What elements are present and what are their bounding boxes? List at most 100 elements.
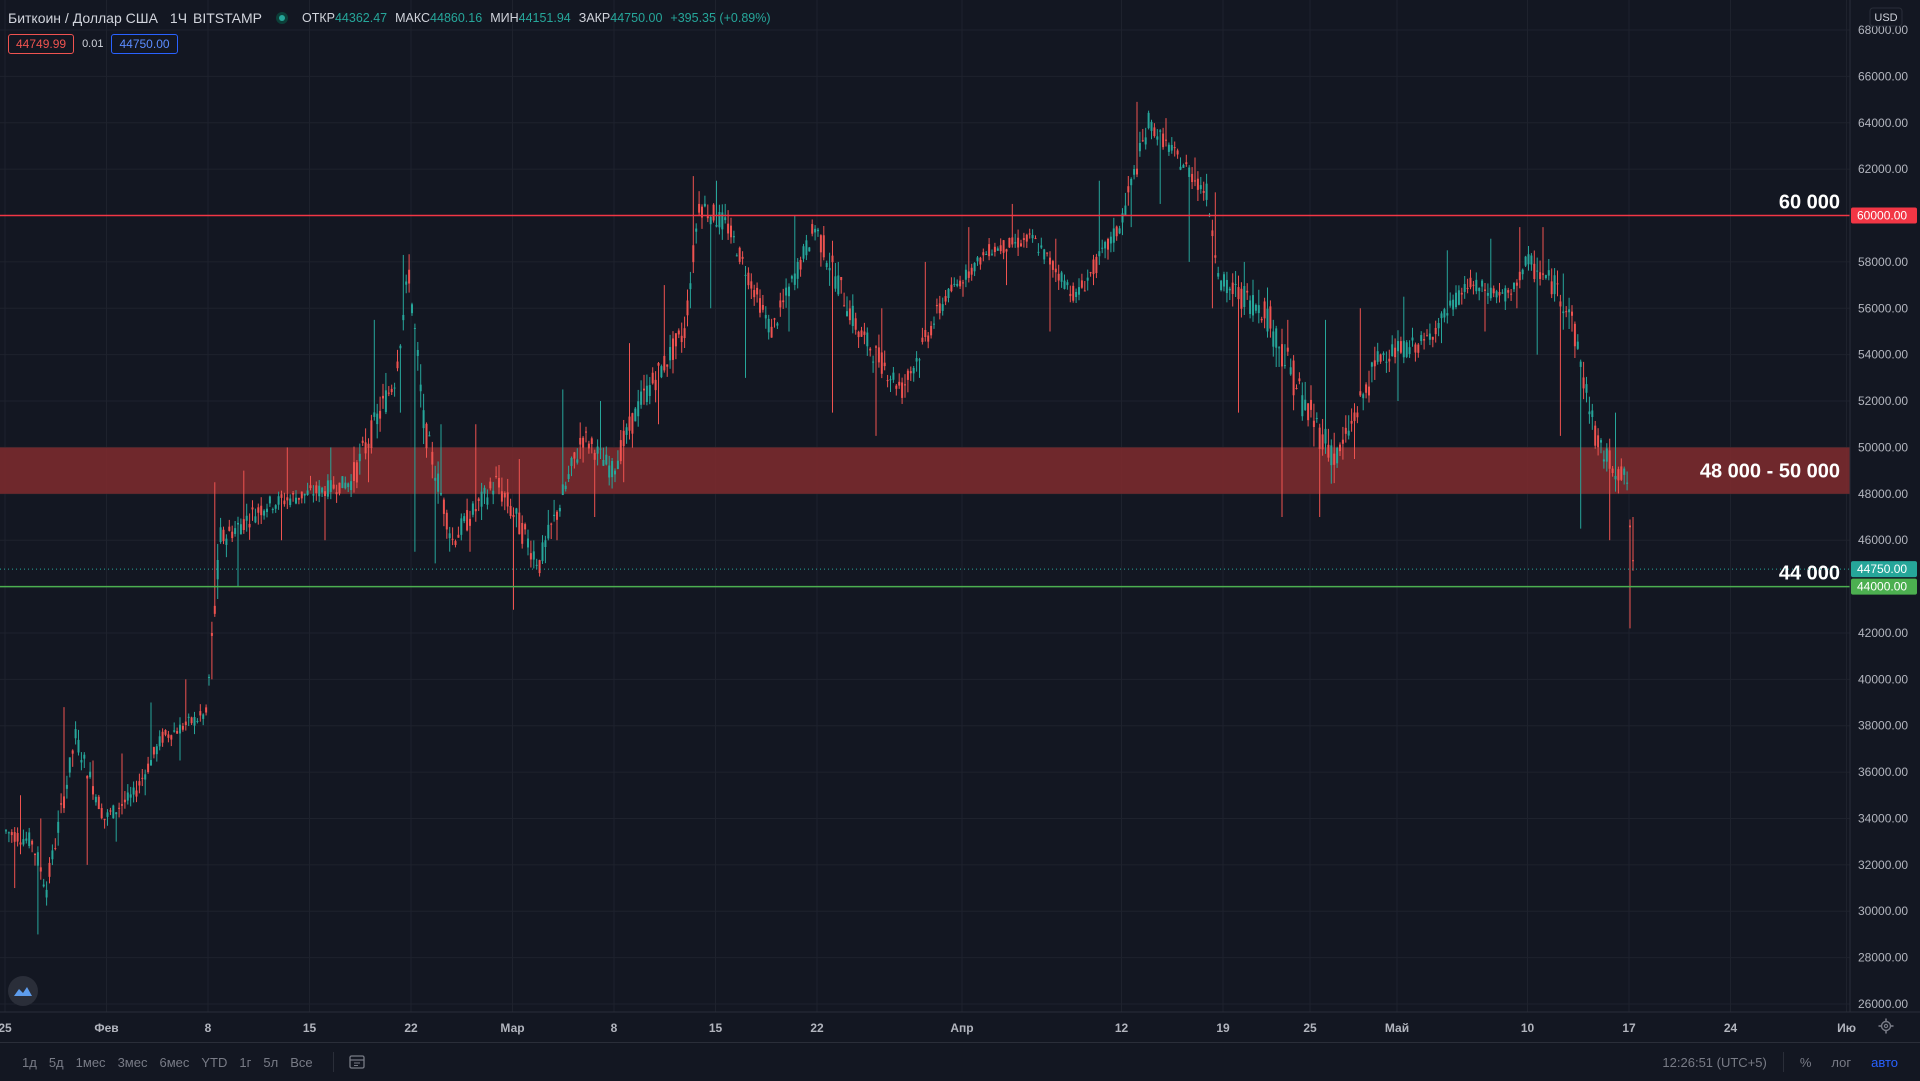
candle-body [1049, 257, 1051, 265]
candle-body [764, 314, 767, 319]
candle-body [1020, 243, 1022, 247]
candle-body [1072, 285, 1075, 301]
candle-body [831, 255, 834, 263]
time-tick-label: 15 [303, 1021, 317, 1035]
candle-body [846, 311, 848, 317]
candle-body [863, 331, 866, 335]
candle-body [1310, 399, 1312, 410]
candle-body [1617, 469, 1620, 481]
candle-body [74, 729, 77, 739]
candle-body [1281, 344, 1283, 367]
last-price-badge: 44750.00 [1851, 561, 1917, 578]
candle-body [730, 225, 732, 238]
range-button[interactable]: 3мес [117, 1054, 148, 1070]
candle-body [788, 286, 790, 297]
candle-body [515, 508, 518, 514]
candle-body [1170, 144, 1173, 151]
range-button[interactable]: YTD [201, 1054, 228, 1070]
range-button[interactable]: Все [290, 1054, 313, 1070]
price-chart[interactable]: 60 000 44 000 48 000 - 50 000 26000.00 2800… [0, 0, 1920, 1042]
candle-body [1379, 354, 1382, 362]
candle-body [770, 326, 773, 338]
candle-body [889, 379, 892, 381]
symbol-name[interactable]: Биткоин / Доллар США [8, 10, 158, 26]
go-to-date-icon[interactable] [348, 1054, 366, 1070]
candle-body [1066, 282, 1069, 286]
candle-body [1307, 403, 1310, 421]
candle-body [790, 276, 793, 279]
candle-body [950, 284, 953, 292]
candle-body [1344, 427, 1347, 434]
candle-body [721, 212, 724, 230]
candle-body [692, 245, 695, 263]
range-button[interactable]: 1мес [75, 1054, 106, 1070]
auto-scale-button[interactable]: авто [1871, 1054, 1898, 1070]
candle-body [341, 476, 344, 488]
time-axis[interactable]: 25 Фев 8 15 22 Мар 8 15 22 Апр 12 19 25 Май 10 17 24 Ию [0, 1021, 1856, 1035]
candle-body [254, 516, 257, 523]
range-button[interactable]: 1г [239, 1054, 252, 1070]
candles-layer [5, 101, 1634, 935]
candle-body [982, 252, 985, 256]
candle-body [712, 204, 715, 221]
time-tick-label: Ию [1837, 1021, 1856, 1035]
timezone-clock[interactable]: 12:26:51 (UTC+5) [1662, 1054, 1767, 1070]
candle-body [976, 257, 979, 262]
candle-body [150, 760, 152, 766]
candle-body [558, 507, 561, 512]
candle-body [480, 491, 483, 507]
percent-scale-button[interactable]: % [1799, 1054, 1812, 1070]
candle-body [355, 462, 358, 483]
log-scale-button[interactable]: лог [1831, 1054, 1852, 1070]
candle-body [1397, 341, 1399, 352]
candle-body [1394, 347, 1397, 358]
candle-body [1095, 256, 1098, 274]
candle-body [840, 276, 843, 281]
candle-body [1257, 305, 1260, 314]
sell-button[interactable]: 44749.99 [8, 34, 75, 54]
candle-body [1460, 292, 1463, 295]
range-button[interactable]: 5л [263, 1054, 279, 1070]
candle-body [1440, 313, 1443, 319]
candle-body [1246, 290, 1249, 293]
candle-body [286, 497, 289, 501]
candle-body [492, 490, 495, 495]
candle-body [332, 484, 335, 489]
candle-body [121, 804, 123, 806]
candle-body [1060, 272, 1063, 282]
time-tick-label: 22 [810, 1021, 824, 1035]
candle-body [1582, 377, 1585, 389]
candle-body [242, 519, 245, 530]
range-button[interactable]: 5д [48, 1054, 64, 1070]
range-button[interactable]: 1д [22, 1054, 37, 1070]
candle-body [489, 481, 492, 489]
interval-label[interactable]: 1Ч [169, 10, 188, 26]
candle-body [419, 384, 422, 392]
candle-body [347, 483, 350, 488]
candle-body [483, 487, 486, 494]
settings-gear-icon[interactable] [1878, 1018, 1894, 1034]
candle-body [988, 244, 991, 257]
candle-body [570, 457, 573, 466]
price-tick-label: 32000.00 [1858, 858, 1908, 872]
candle-body [1524, 256, 1527, 266]
candle-body [199, 711, 202, 716]
candle-body [877, 347, 880, 363]
buy-button[interactable]: 44750.00 [111, 34, 178, 54]
candle-body [1121, 213, 1124, 223]
range-button[interactable]: 6мес [159, 1054, 190, 1070]
candle-body [848, 308, 851, 321]
candle-body [382, 395, 384, 399]
candle-body [1530, 255, 1533, 265]
candle-body [393, 387, 396, 389]
candle-body [1576, 341, 1579, 349]
candle-body [1109, 236, 1112, 244]
tradingview-logo-icon[interactable] [8, 976, 38, 1006]
price-tick-label: 26000.00 [1858, 997, 1908, 1011]
candle-body [16, 832, 19, 842]
candle-body [361, 440, 364, 443]
candle-body [872, 361, 875, 363]
candle-body [170, 735, 173, 740]
candle-body [373, 412, 376, 417]
candle-body [1350, 420, 1353, 424]
